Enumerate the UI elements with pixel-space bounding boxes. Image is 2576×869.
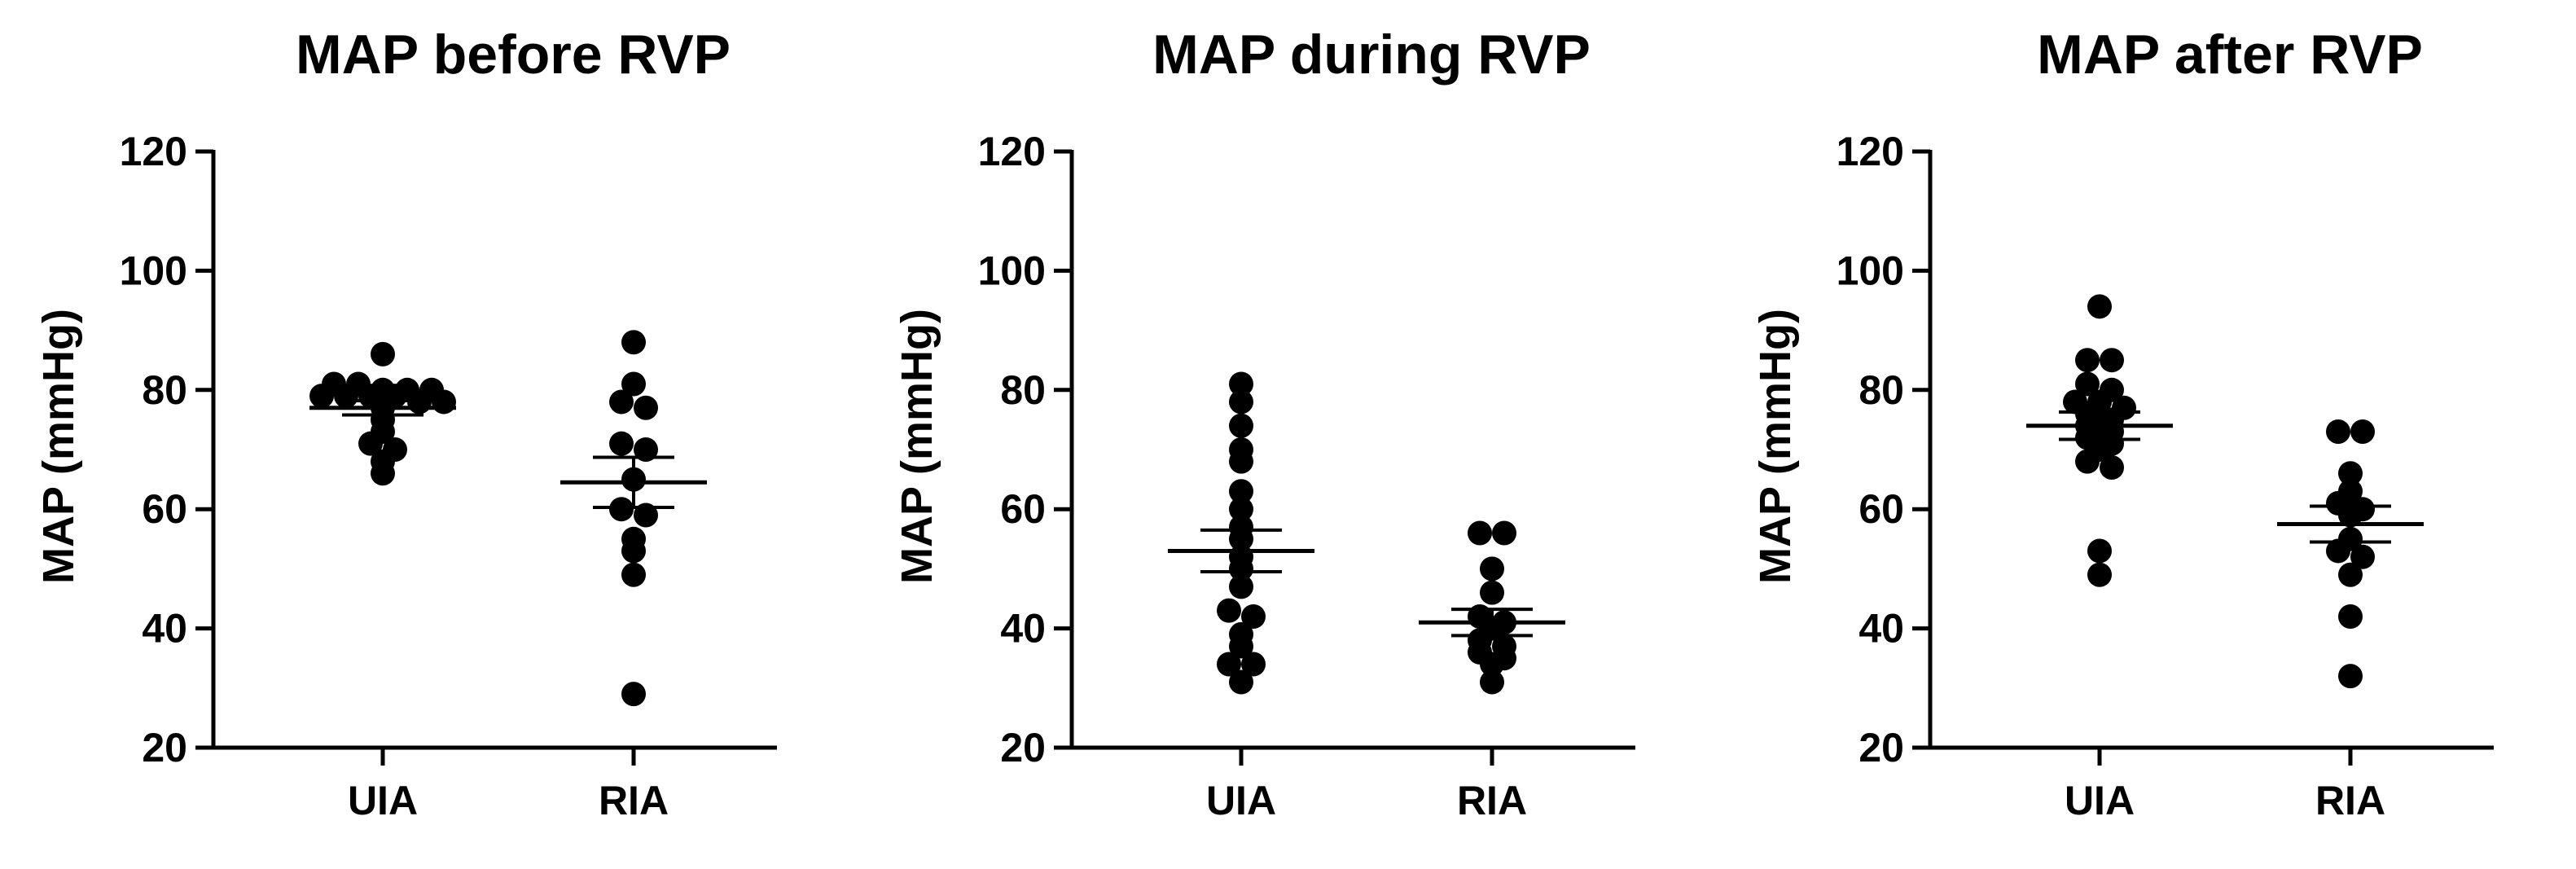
data-point (609, 497, 634, 522)
data-point (634, 437, 658, 462)
x-category-label-uia: UIA (348, 778, 418, 823)
data-point (1480, 652, 1504, 677)
x-category-label-uia: UIA (1206, 778, 1276, 823)
data-point (1217, 598, 1241, 623)
chart-svg-after: MAP after RVP MAP (mmHg) UIA RIA 20 40 60 8… (1751, 24, 2494, 823)
data-point (1229, 669, 1253, 695)
data-point (609, 431, 634, 456)
y-tick-label: 40 (1000, 606, 1046, 652)
data-point (2338, 603, 2363, 629)
data-point (634, 503, 658, 528)
data-point (609, 389, 634, 415)
chart-panel-after: MAP after RVP MAP (mmHg) UIA RIA 20 40 60 8… (1717, 0, 2575, 869)
data-point (309, 384, 334, 409)
data-point (621, 371, 646, 397)
data-point (1241, 603, 1266, 629)
data-point (2075, 371, 2100, 397)
y-tick-label: 120 (1837, 129, 1904, 174)
data-point (2338, 461, 2363, 486)
data-point (634, 395, 658, 420)
data-point (2087, 538, 2112, 564)
chart-title: MAP before RVP (296, 24, 731, 86)
y-tick-label: 80 (1000, 367, 1046, 413)
data-point (2338, 562, 2363, 587)
data-point (2326, 538, 2350, 564)
data-point (1217, 652, 1241, 677)
y-tick-label: 20 (1858, 725, 1904, 770)
data-point (1241, 652, 1266, 677)
data-point (2350, 419, 2375, 445)
data-point (1229, 389, 1253, 415)
data-point (1480, 556, 1504, 582)
y-tick-label: 80 (1858, 367, 1904, 413)
data-point (334, 384, 358, 409)
data-point (621, 562, 646, 587)
data-point (2087, 562, 2112, 587)
data-point (2087, 294, 2112, 319)
chart-svg-before: MAP before RVP MAP (mmHg) UIA RIA 20 40 60… (34, 24, 777, 823)
data-point (1229, 413, 1253, 438)
chart-title: MAP after RVP (2037, 24, 2423, 86)
data-point (2100, 348, 2124, 373)
data-point (371, 341, 395, 366)
data-point (1229, 634, 1253, 659)
chart-panel-before: MAP before RVP MAP (mmHg) UIA RIA 20 40 60… (0, 0, 858, 869)
x-category-label-ria: RIA (599, 778, 669, 823)
x-category-label-ria: RIA (1457, 778, 1527, 823)
data-point (1229, 497, 1253, 522)
y-tick-label: 20 (1000, 725, 1046, 770)
y-axis-label: MAP (mmHg) (34, 309, 83, 584)
y-tick-label: 100 (1837, 248, 1904, 293)
data-point (1492, 520, 1516, 546)
y-tick-label: 80 (142, 367, 187, 413)
y-axis-label: MAP (mmHg) (1751, 309, 1800, 584)
data-point (1229, 479, 1253, 504)
data-point (621, 538, 646, 564)
y-tick-label: 20 (142, 725, 187, 770)
y-tick-label: 40 (1858, 606, 1904, 652)
y-tick-label: 100 (120, 248, 187, 293)
chart-svg-during: MAP during RVP MAP (mmHg) UIA RIA 20 40 60… (893, 24, 1635, 823)
data-point (1229, 574, 1253, 599)
data-point (1229, 371, 1253, 397)
data-point (1480, 669, 1504, 695)
data-point (2338, 664, 2363, 689)
data-point (2075, 348, 2100, 373)
y-tick-label: 40 (142, 606, 187, 652)
data-point (1468, 520, 1492, 546)
y-tick-label: 120 (978, 129, 1046, 174)
y-tick-label: 120 (120, 129, 187, 174)
y-tick-label: 60 (1000, 486, 1046, 532)
y-axis-label: MAP (mmHg) (893, 309, 941, 584)
data-point (621, 682, 646, 707)
data-point (621, 330, 646, 355)
x-category-label-ria: RIA (2315, 778, 2385, 823)
data-point (1480, 580, 1504, 605)
x-category-label-uia: UIA (2065, 778, 2135, 823)
data-point (1229, 449, 1253, 474)
data-point (2326, 419, 2350, 445)
data-point (2075, 449, 2100, 474)
data-point (358, 431, 383, 456)
y-tick-label: 100 (978, 248, 1046, 293)
chart-panel-during: MAP during RVP MAP (mmHg) UIA RIA 20 40 60… (858, 0, 1717, 869)
data-point (371, 461, 395, 486)
y-tick-label: 60 (1858, 486, 1904, 532)
data-point (432, 389, 456, 415)
y-tick-label: 60 (142, 486, 187, 532)
data-point (2100, 454, 2124, 480)
chart-title: MAP during RVP (1152, 24, 1591, 86)
data-point (2350, 544, 2375, 569)
